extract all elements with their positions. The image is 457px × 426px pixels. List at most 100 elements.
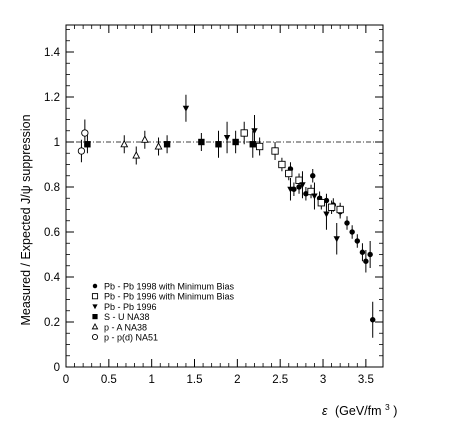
- x-axis-label-symbol: ε: [322, 404, 328, 418]
- marker-open-triangle: [132, 151, 141, 159]
- marker-filled-triangle-down: [92, 304, 98, 310]
- data-point: [132, 146, 141, 165]
- data-point: [240, 121, 248, 145]
- data-point: [154, 137, 163, 156]
- data-point: [336, 202, 344, 217]
- data-point: [299, 171, 306, 199]
- data-point: [77, 139, 86, 163]
- x-axis-label: ε (GeV/fm 3 ): [322, 399, 397, 418]
- series: [77, 119, 89, 163]
- data-point: [327, 200, 336, 214]
- marker-open-square: [336, 205, 344, 214]
- marker-filled-triangle-down: [182, 105, 190, 112]
- series: [84, 130, 256, 158]
- legend-entry: p - p(d) NA51: [91, 333, 158, 343]
- marker-filled-triangle-down: [287, 186, 294, 193]
- marker-filled-circle: [359, 249, 366, 255]
- marker-filled-circle: [367, 251, 373, 258]
- marker-filled-triangle-down: [223, 134, 231, 142]
- data-point: [285, 166, 293, 181]
- marker-open-square: [271, 147, 279, 155]
- legend-entry: Pb - Pb 1996 with Minimum Bias: [91, 292, 235, 302]
- data-point: [303, 187, 309, 201]
- data-point: [182, 94, 190, 122]
- y-tick-label: 1.2: [44, 92, 60, 104]
- x-axis-label-unit: (GeV/fm: [335, 404, 382, 418]
- y-tick-label: 1.4: [44, 47, 61, 59]
- data-point: [278, 157, 286, 172]
- plot-frame: [65, 24, 384, 368]
- marker-filled-circle: [303, 191, 309, 197]
- legend-label: p - p(d) NA51: [104, 333, 158, 343]
- y-tick-label: 0.4: [44, 272, 61, 284]
- x-tick-label: 0: [63, 374, 69, 386]
- data-point: [163, 135, 171, 154]
- data-point: [255, 137, 264, 156]
- legend-entry: p - A NA38: [91, 322, 147, 332]
- y-axis-label: Measured / Expected J/ψ suppression: [19, 114, 33, 325]
- plot-border: [65, 24, 384, 368]
- marker-filled-square: [198, 138, 205, 146]
- marker-open-circle: [81, 129, 89, 137]
- legend-label: S - U NA38: [104, 312, 150, 322]
- data-point: [333, 223, 340, 255]
- legend-entry: S - U NA38: [92, 312, 150, 322]
- data-point: [215, 130, 222, 158]
- data-point: [349, 225, 355, 239]
- y-tick-label: 0.2: [44, 317, 60, 329]
- marker-filled-circle: [92, 283, 98, 289]
- legend-label: p - A NA38: [104, 322, 147, 332]
- marker-filled-triangle-down: [251, 128, 258, 135]
- data-point: [287, 178, 294, 201]
- data-point: [223, 121, 231, 154]
- data-point: [369, 301, 376, 338]
- legend-entry: Pb - Pb 1998 with Minimum Bias: [92, 282, 235, 292]
- marker-filled-triangle-down: [311, 193, 318, 200]
- x-tick-label: 1: [148, 374, 154, 386]
- data-point: [198, 133, 205, 151]
- data-point: [317, 196, 325, 210]
- data-point: [249, 130, 256, 158]
- data-point: [81, 119, 89, 147]
- x-tick-label: 0.5: [101, 374, 117, 386]
- marker-open-triangle: [91, 322, 99, 330]
- x-axis: 0 0.5 1 1.5 2 2.5 3 3.5: [63, 25, 374, 386]
- marker-open-square: [327, 203, 336, 211]
- series: [120, 130, 163, 165]
- y-tick-label: 1: [54, 137, 60, 149]
- x-tick-label: 2: [234, 374, 240, 386]
- marker-open-triangle: [120, 139, 129, 148]
- marker-open-square: [91, 293, 99, 300]
- x-tick-label: 3: [320, 374, 326, 386]
- marker-filled-square: [249, 141, 256, 148]
- marker-open-square: [278, 160, 286, 169]
- data-point: [120, 135, 129, 154]
- y-tick-label: 0: [54, 362, 60, 374]
- y-tick-label: 0.8: [44, 182, 60, 194]
- x-axis-label-unit-close: ): [393, 404, 397, 418]
- data-point: [140, 130, 149, 149]
- marker-filled-circle: [349, 229, 355, 235]
- data-point: [367, 241, 373, 268]
- y-axis: 0 0.2 0.4 0.6 0.8 1 1.2 1.4: [44, 29, 383, 374]
- marker-filled-square: [163, 141, 171, 148]
- marker-open-circle: [91, 333, 99, 341]
- marker-open-square: [240, 129, 248, 137]
- marker-open-triangle: [140, 135, 149, 143]
- marker-filled-circle: [344, 220, 350, 226]
- marker-filled-circle: [310, 173, 316, 179]
- series: [240, 121, 344, 217]
- data-point: [84, 135, 91, 154]
- x-tick-label: 2.5: [272, 374, 288, 386]
- marker-filled-triangle-down: [299, 182, 306, 189]
- marker-open-triangle: [154, 142, 163, 150]
- x-tick-label: 3.5: [358, 374, 374, 386]
- legend-label: Pb - Pb 1996: [104, 302, 157, 312]
- series: [287, 162, 376, 338]
- x-axis-label-unit-exponent: 3: [385, 402, 390, 412]
- y-tick-label: 0.6: [44, 227, 60, 239]
- legend-label: Pb - Pb 1998 with Minimum Bias: [104, 282, 235, 292]
- marker-filled-square: [84, 141, 91, 148]
- x-tick-label: 1.5: [187, 374, 203, 386]
